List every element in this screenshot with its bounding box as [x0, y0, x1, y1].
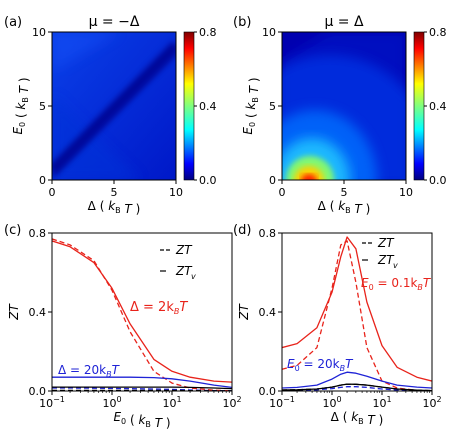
series-line-1 — [282, 236, 432, 382]
x-tick-label: 102 — [422, 395, 441, 410]
x-tick-label: 101 — [162, 395, 181, 410]
x-axis-label-text: Δ ( kB T ) — [88, 199, 141, 216]
colorbar-tick-label: 0.4 — [429, 100, 447, 113]
svg-text:E0 = 20kBT: E0 = 20kBT — [287, 357, 354, 373]
y-axis-label: E0 ( kB T ) — [11, 77, 31, 134]
y-axis-label-text: E0 ( kB T ) — [11, 77, 31, 134]
colorbar-b — [413, 31, 425, 181]
y-axis-label-text: E0 ( kB T ) — [241, 77, 261, 134]
series-line-1 — [52, 240, 232, 383]
colorbar-a — [183, 31, 195, 181]
y-tick-label: 0 — [269, 174, 276, 187]
colorbar-tick-label: 0.8 — [199, 26, 217, 39]
x-axis-label-text: Δ ( kB T ) — [318, 199, 371, 216]
panel-b-title: μ = Δ — [324, 14, 364, 30]
svg-text:Δ = 2kBT: Δ = 2kBT — [130, 300, 188, 316]
series-line-0 — [282, 240, 432, 391]
colorbar-tick-label: 0.8 — [429, 26, 447, 39]
axes-c: 10−1 100 101 102 0.0 0.4 0.8 E0 ( kB T ) ZT — [7, 227, 242, 430]
axes-d: 10−1 100 101 102 0.0 0.4 0.8 Δ ( kB T ) ZT — [237, 227, 442, 427]
x-tick-label: 100 — [102, 395, 121, 410]
heatmap-b — [282, 32, 406, 180]
ann-d-blue-text: = 20k — [300, 357, 340, 371]
series-line-5 — [282, 383, 432, 391]
x-tick-label: 101 — [372, 395, 391, 410]
heatmap-a — [52, 32, 176, 180]
x-tick-label: 0 — [49, 186, 56, 199]
x-tick-label: 100 — [322, 395, 341, 410]
lines-c — [52, 238, 232, 391]
y-axis-label: ZT — [237, 303, 251, 321]
y-tick-label: 10 — [262, 26, 276, 39]
y-tick-label: 0.4 — [29, 306, 47, 319]
lines-d — [282, 236, 432, 391]
panel-d-label: (d) — [233, 223, 251, 238]
panel-b-label: (b) — [233, 15, 251, 30]
svg-text:Δ = 20kBT: Δ = 20kBT — [58, 363, 121, 379]
colorbar-tick-label: 0.0 — [199, 174, 217, 187]
x-tick-label: 10 — [169, 186, 183, 199]
ann-d-red-text: = 0.1k — [374, 276, 418, 290]
annotation-c-blue: Δ = 20kBT — [58, 363, 121, 379]
y-tick-label: 0.0 — [29, 385, 47, 398]
x-axis-label: Δ ( kB T ) — [88, 199, 141, 216]
legend-d-ztv-sub: v — [393, 261, 398, 270]
ann-d-red-e: E — [361, 276, 369, 290]
legend-c-ztv-sub: v — [191, 272, 196, 281]
y-axis-label: ZT — [7, 303, 21, 321]
ann-d-blue-e: E — [287, 357, 295, 371]
panel-a-label: (a) — [4, 15, 22, 30]
panel-d: (d) 10−1 100 101 102 0.0 0.4 0.8 Δ ( kB T ) ZT Z… — [233, 223, 442, 427]
colorbar-tick-label: 0.4 — [199, 100, 217, 113]
panel-c-label: (c) — [4, 223, 21, 238]
legend-d-zt: ZT — [377, 236, 395, 250]
y-tick-label: 0.0 — [259, 385, 277, 398]
legend-c-zt: ZT — [175, 243, 193, 257]
series-line-2 — [52, 387, 232, 391]
legend-c: ZT ZT v — [160, 243, 196, 281]
legend-d: ZT ZT v — [362, 236, 398, 270]
annotation-d-blue: E0 = 20kBT — [287, 357, 354, 373]
series-line-5 — [52, 386, 232, 390]
y-tick-label: 5 — [269, 100, 276, 113]
panel-c: (c) 10−1 100 101 102 0.0 0.4 0.8 E0 ( kB T ) ZT … — [4, 223, 242, 430]
x-axis-label-text: Δ ( kB T ) — [331, 410, 384, 427]
series-line-3 — [282, 371, 432, 389]
panel-a-title: μ = −Δ — [89, 14, 140, 30]
ann-c-red-text: Δ = 2k — [130, 300, 174, 315]
x-tick-label: 10−1 — [39, 395, 65, 410]
y-tick-label: 0.8 — [259, 227, 277, 240]
legend-d-ztv: ZT — [377, 253, 395, 267]
series-line-3 — [52, 376, 232, 389]
y-tick-label: 10 — [32, 26, 46, 39]
axes-a: 0 5 10 0 5 10 Δ ( kB T ) E0 ( kB T ) 0.0 0.4 0.8 — [11, 26, 217, 216]
x-tick-label: 102 — [222, 395, 241, 410]
y-axis-label: E0 ( kB T ) — [241, 77, 261, 134]
ann-c-blue-text: Δ = 20k — [58, 363, 106, 377]
x-tick-label: 0 — [279, 186, 286, 199]
annotation-c-red: Δ = 2kBT — [130, 300, 188, 316]
x-axis-label-text: E0 ( kB T ) — [113, 410, 170, 430]
x-axis-label: Δ ( kB T ) — [331, 410, 384, 427]
x-tick-label: 5 — [341, 186, 348, 199]
colorbar-tick-label: 0.0 — [429, 174, 447, 187]
y-tick-label: 0 — [39, 174, 46, 187]
x-tick-label: 10 — [399, 186, 413, 199]
x-tick-label: 10−1 — [269, 395, 295, 410]
x-axis-label: E0 ( kB T ) — [113, 410, 170, 430]
axes-b: 0 5 10 0 5 10 Δ ( kB T ) E0 ( kB T ) 0.0 0.4 0.8 — [241, 26, 447, 216]
series-line-0 — [52, 238, 232, 391]
svg-text:E0 = 0.1kBT: E0 = 0.1kBT — [361, 276, 432, 292]
x-tick-label: 5 — [111, 186, 118, 199]
y-tick-label: 5 — [39, 100, 46, 113]
annotation-d-red: E0 = 0.1kBT — [361, 276, 432, 292]
legend-c-ztv: ZT — [175, 264, 193, 278]
x-axis-label: Δ ( kB T ) — [318, 199, 371, 216]
y-tick-label: 0.4 — [259, 306, 277, 319]
y-tick-label: 0.8 — [29, 227, 47, 240]
panel-a: (a) μ = −Δ 0 5 10 0 5 10 Δ ( kB T ) E0 ( kB T )… — [4, 14, 217, 216]
